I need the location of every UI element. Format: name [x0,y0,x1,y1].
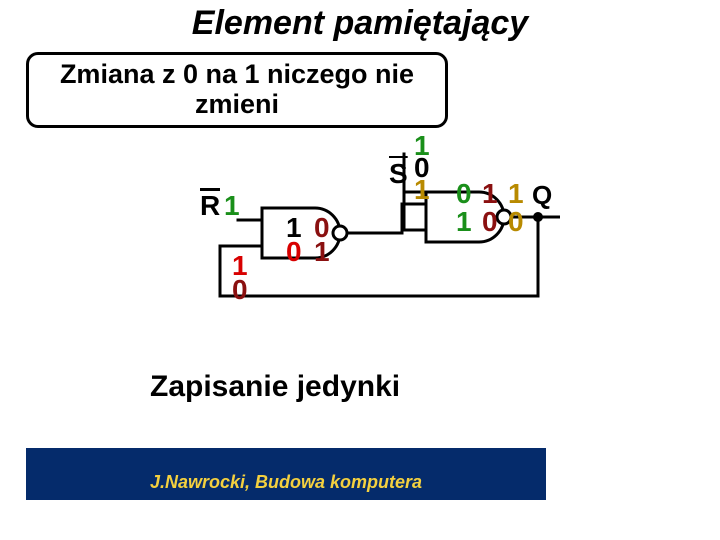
r-label: R [200,190,220,222]
callout-text: Zmiana z 0 na 1 niczego nie zmieni [29,60,445,119]
s-label: S [389,158,408,190]
callout-box: Zmiana z 0 na 1 niczego nie zmieni [26,52,448,128]
r-val: 1 [224,190,240,222]
s-val-2: 1 [414,174,430,206]
wires-and-gates [180,140,560,350]
footer: J.Nawrocki, Budowa komputera [26,464,546,500]
out-bot-2: 0 [508,206,524,238]
page-title: Element pamiętający [0,4,720,43]
caption: Zapisanie jedynki [150,370,400,404]
out-bot-1: 0 [482,206,498,238]
footer-text: J.Nawrocki, Budowa komputera [150,472,422,493]
mid-bot-a: 0 [286,236,302,268]
fb-b: 0 [232,274,248,306]
mid-bot-b: 1 [314,236,330,268]
latch-diagram: S 1 0 1 R 1 1 0 0 1 1 0 0 1 1 1 0 0 Q [180,140,560,350]
out-bot-0: 1 [456,206,472,238]
footer-topbar [26,448,546,464]
q-label: Q [532,180,552,211]
